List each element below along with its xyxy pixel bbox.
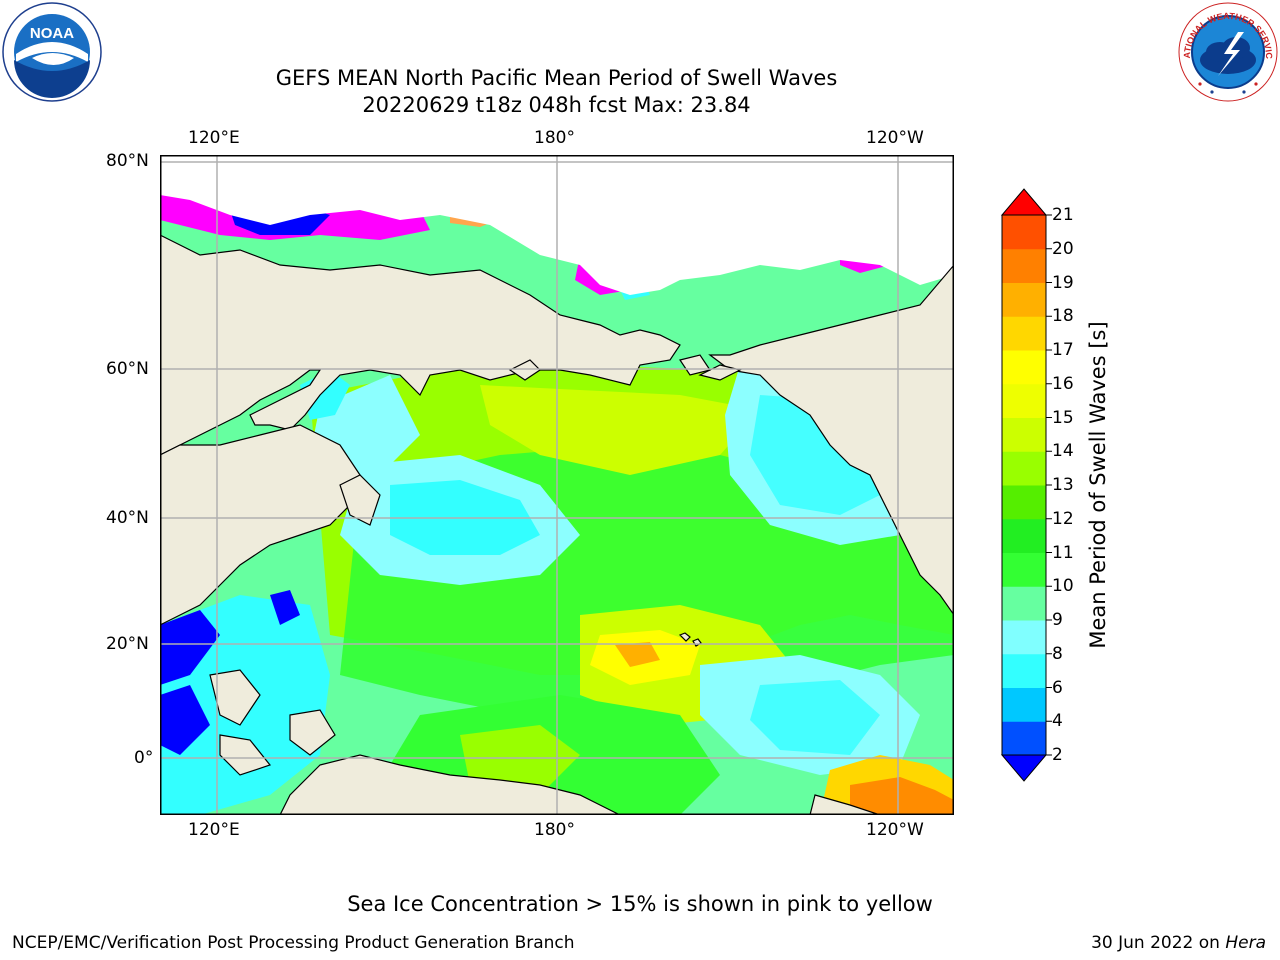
colorbar-tick-label: 14	[1052, 441, 1074, 462]
colorbar-band	[1002, 215, 1046, 250]
colorbar-band	[1002, 653, 1046, 688]
lat-label-0: 0°	[134, 748, 154, 768]
lat-label-80n: 80°N	[106, 151, 149, 171]
map-graticule	[160, 155, 954, 815]
colorbar-band	[1002, 350, 1046, 385]
colorbar-tick-label: 18	[1052, 306, 1074, 327]
colorbar-tick-label: 13	[1052, 475, 1074, 495]
lon-label-top-120w: 120°W	[866, 128, 924, 148]
chart-title: GEFS MEAN North Pacific Mean Period of S…	[275, 66, 838, 90]
sea-ice-note: Sea Ice Concentration > 15% is shown in …	[347, 892, 933, 916]
footer-date: 30 Jun 2022 on Hera	[1091, 932, 1266, 954]
colorbar-tick-label: 2	[1052, 745, 1063, 765]
swell-field	[160, 273, 954, 815]
colorbar-band	[1002, 552, 1046, 587]
colorbar-tick-label: 9	[1052, 610, 1063, 630]
lat-label-60n: 60°N	[106, 359, 149, 379]
colorbar-under-arrow	[1000, 754, 1048, 782]
colorbar[interactable]	[996, 185, 1096, 785]
colorbar-tick-label: 17	[1052, 340, 1074, 360]
footer-credit: NCEP/EMC/Verification Post Processing Pr…	[12, 933, 575, 953]
colorbar-tick-label: 6	[1052, 677, 1063, 698]
colorbar-tick-label: 12	[1052, 508, 1074, 529]
colorbar-tick-label: 10	[1052, 576, 1074, 597]
colorbar-band	[1002, 383, 1046, 418]
colorbar-bands	[1001, 214, 1047, 756]
colorbar-band	[1002, 282, 1046, 317]
colorbar-band	[1002, 518, 1046, 553]
lat-label-20n: 20°N	[106, 634, 149, 654]
noaa-logo-icon[interactable]: NOAA	[2, 2, 102, 102]
colorbar-band	[1002, 485, 1046, 520]
lon-label-bottom-120e: 120°E	[188, 820, 240, 840]
colorbar-band	[1002, 451, 1046, 486]
colorbar-tick-label: 4	[1052, 711, 1063, 732]
colorbar-tick-label: 19	[1052, 272, 1074, 293]
lon-label-top-120e: 120°E	[188, 128, 240, 148]
colorbar-tick-label: 15	[1052, 407, 1074, 428]
nws-logo-icon[interactable]: NATIONAL WEATHER SERVICE	[1178, 2, 1278, 102]
lon-label-bottom-120w: 120°W	[866, 820, 924, 840]
colorbar-tick-label: 11	[1052, 542, 1074, 563]
colorbar-band	[1002, 620, 1046, 655]
colorbar-band	[1002, 417, 1046, 452]
swell-period-map[interactable]	[160, 155, 954, 815]
colorbar-title: Mean Period of Swell Waves [s]	[1086, 321, 1110, 649]
footer-host: Hera	[1225, 933, 1266, 953]
colorbar-band	[1002, 687, 1046, 722]
colorbar-tick-label: 21	[1052, 205, 1074, 225]
colorbar-band	[1002, 721, 1046, 756]
colorbar-band	[1002, 248, 1046, 283]
colorbar-tick-label: 16	[1052, 373, 1074, 394]
noaa-logo-text: NOAA	[30, 25, 74, 42]
map-frame	[160, 155, 954, 815]
chart-subtitle: 20220629 t18z 048h fcst Max: 23.84	[362, 93, 751, 117]
colorbar-band	[1002, 586, 1046, 621]
colorbar-tick-label: 8	[1052, 643, 1063, 664]
lon-label-top-180: 180°	[534, 128, 575, 148]
colorbar-over-arrow	[1000, 188, 1048, 216]
colorbar-band	[1002, 316, 1046, 351]
lat-label-40n: 40°N	[106, 508, 149, 528]
lon-label-bottom-180: 180°	[534, 820, 575, 840]
footer-date-text: 30 Jun 2022 on	[1091, 933, 1226, 953]
colorbar-tick-marks	[1046, 214, 1052, 756]
colorbar-tick-label: 20	[1052, 238, 1074, 259]
